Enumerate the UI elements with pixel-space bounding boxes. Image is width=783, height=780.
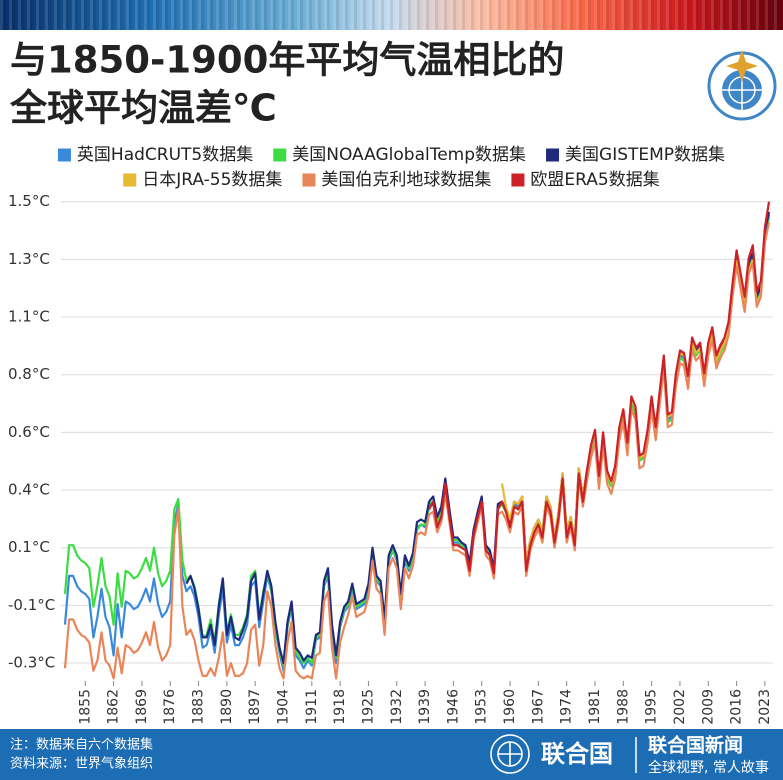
x-tick-label: 1995 xyxy=(644,689,660,725)
footer-brand: 联合国新闻 xyxy=(648,734,743,757)
y-tick-label: 1.3°C xyxy=(8,250,50,268)
x-tick-label: 1862 xyxy=(106,689,122,725)
legend-swatch xyxy=(273,148,287,162)
y-tick-label: 0.1°C xyxy=(8,538,50,556)
x-tick-label: 2002 xyxy=(672,689,688,725)
x-tick-label: 1974 xyxy=(559,689,575,725)
legend-label: 美国伯克利地球数据集 xyxy=(321,170,491,190)
series-line xyxy=(428,201,771,575)
legend-swatch xyxy=(511,173,525,187)
chart-title: 全球平均温差℃ xyxy=(9,87,277,130)
series-line xyxy=(185,211,771,665)
x-tick-label: 2016 xyxy=(729,689,745,725)
x-tick-label: 1918 xyxy=(332,689,348,725)
x-tick-label: 1939 xyxy=(417,689,433,725)
footer-bar xyxy=(0,729,783,780)
x-tick-label: 1960 xyxy=(502,689,518,725)
footer-slogan: 全球视野, 常人故事 xyxy=(648,759,769,776)
y-tick-label: -0.3°C xyxy=(8,654,55,672)
footer-source: 资料来源：世界气象组织 xyxy=(10,756,153,772)
series-line xyxy=(63,221,771,680)
legend-label: 美国GISTEMP数据集 xyxy=(565,145,725,165)
y-tick-label: 0.4°C xyxy=(8,481,50,499)
legend-swatch xyxy=(546,148,560,162)
un-emblem xyxy=(490,734,530,774)
legend-label: 英国HadCRUT5数据集 xyxy=(77,145,253,165)
footer-org: 联合国 xyxy=(541,740,613,768)
x-tick-label: 1925 xyxy=(360,689,376,725)
x-tick-label: 1967 xyxy=(530,689,546,725)
x-tick-label: 1904 xyxy=(276,689,292,725)
chart-title: 与1850-1900年平均气温相比的 xyxy=(10,39,564,82)
wmo-logo xyxy=(707,50,777,121)
x-tick-label: 1953 xyxy=(474,689,490,725)
series-line xyxy=(63,214,771,672)
x-tick-label: 1883 xyxy=(191,689,207,725)
warming-stripes xyxy=(0,0,783,30)
legend-label: 欧盟ERA5数据集 xyxy=(530,170,659,190)
legend-label: 日本JRA-55数据集 xyxy=(142,170,282,190)
x-tick-label: 1932 xyxy=(389,689,405,725)
y-tick-label: 1.1°C xyxy=(8,308,50,326)
legend-swatch xyxy=(302,173,316,187)
y-tick-label: 0.6°C xyxy=(8,423,50,441)
x-tick-label: 1911 xyxy=(304,689,320,725)
footer-note: 注：数据来自六个数据集 xyxy=(10,737,153,753)
x-tick-label: 2023 xyxy=(757,689,773,725)
legend-swatch xyxy=(57,148,71,162)
y-tick-label: 1.5°C xyxy=(8,192,50,210)
x-tick-label: 1876 xyxy=(162,689,178,725)
x-tick-label: 1855 xyxy=(77,689,93,725)
legend-label: 美国NOAAGlobalTemp数据集 xyxy=(292,145,526,165)
y-tick-label: 0.8°C xyxy=(8,365,50,383)
x-tick-label: 1988 xyxy=(615,689,631,725)
x-tick-label: 1890 xyxy=(219,689,235,725)
legend-swatch xyxy=(123,173,137,187)
x-tick-label: 1897 xyxy=(247,689,263,725)
x-tick-label: 1981 xyxy=(587,689,603,725)
x-tick-label: 1869 xyxy=(134,689,150,725)
y-tick-label: -0.1°C xyxy=(8,596,55,614)
x-tick-label: 2009 xyxy=(700,689,716,725)
x-tick-label: 1946 xyxy=(445,689,461,725)
